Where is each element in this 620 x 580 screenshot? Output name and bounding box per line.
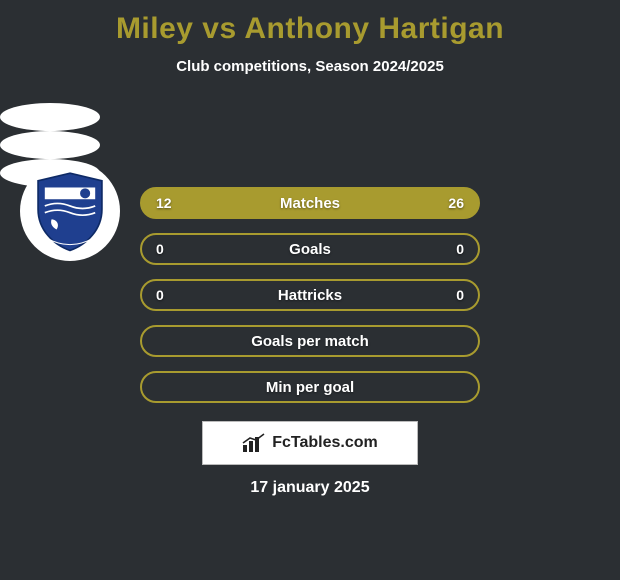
stat-label: Min per goal — [266, 379, 354, 396]
stat-value-right: 0 — [456, 287, 464, 303]
stat-bar: Goals per match — [140, 325, 480, 357]
subtitle: Club competitions, Season 2024/2025 — [0, 58, 620, 75]
date-label: 17 january 2025 — [0, 479, 620, 497]
stat-value-right: 0 — [456, 241, 464, 257]
source-logo-box: FcTables.com — [202, 421, 418, 465]
stat-bar: Min per goal — [140, 371, 480, 403]
stat-value-right: 26 — [448, 195, 464, 211]
stat-label: Goals per match — [251, 333, 369, 350]
stat-label: Matches — [280, 195, 340, 212]
stat-label: Hattricks — [278, 287, 342, 304]
player-right-badge-placeholder — [0, 131, 100, 159]
stat-bar: Goals 0 0 — [140, 233, 480, 265]
stat-value-left: 0 — [156, 287, 164, 303]
player-left-badge-placeholder — [0, 103, 100, 131]
comparison-infographic: Miley vs Anthony Hartigan Club competiti… — [0, 0, 620, 580]
club-left-badge — [20, 161, 120, 261]
stats-area: Matches 12 26 Goals 0 0 Hattricks 0 0 Goals per m… — [0, 103, 620, 497]
bar-chart-icon — [242, 433, 266, 453]
stat-bar: Matches 12 26 — [140, 187, 480, 219]
source-logo-text: FcTables.com — [272, 434, 378, 452]
page-title: Miley vs Anthony Hartigan — [0, 0, 620, 46]
stat-value-left: 0 — [156, 241, 164, 257]
stat-bar: Hattricks 0 0 — [140, 279, 480, 311]
stat-label: Goals — [289, 241, 331, 258]
shield-icon — [28, 169, 112, 253]
stat-value-left: 12 — [156, 195, 172, 211]
